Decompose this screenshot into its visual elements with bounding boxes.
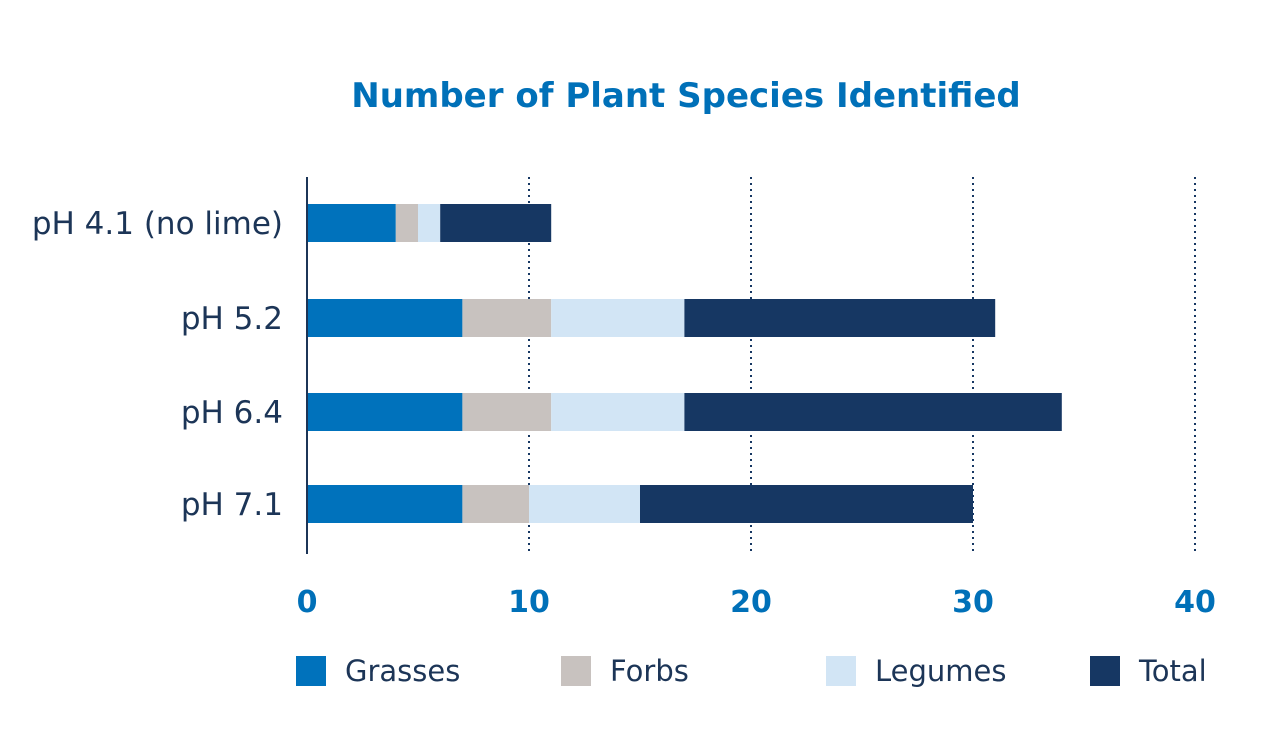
bar-legumes-1 [551,299,685,337]
x-axis-tick-labels: 0 10 20 30 40 [297,585,1216,620]
legend-swatch-legumes [826,656,856,686]
x-tick-label-10: 10 [508,585,550,620]
bar-legumes-2 [551,393,685,431]
category-label-3: pH 7.1 [181,487,283,523]
category-label-2: pH 6.4 [181,395,283,431]
bar-total-2 [684,393,1062,431]
bar-grasses-3 [307,485,463,523]
legend: Grasses Forbs Legumes Total [296,654,1207,688]
bar-grasses-0 [307,204,396,242]
legend-swatch-grasses [296,656,326,686]
bar-forbs-1 [462,299,552,337]
legend-label-legumes: Legumes [875,654,1006,688]
bar-grasses-1 [307,299,463,337]
bar-forbs-2 [462,393,552,431]
bar-legumes-3 [529,485,640,523]
legend-label-total: Total [1138,654,1207,688]
bar-legumes-0 [418,204,441,242]
x-tick-label-0: 0 [297,585,318,620]
bar-total-0 [440,204,552,242]
category-label-0: pH 4.1 (no lime) [32,206,283,242]
bars [307,204,1062,523]
chart-title: Number of Plant Species Identified [351,76,1020,116]
legend-swatch-total [1090,656,1120,686]
bar-total-1 [684,299,996,337]
category-labels: pH 4.1 (no lime) pH 5.2 pH 6.4 pH 7.1 [32,206,283,523]
bar-forbs-0 [395,204,418,242]
legend-label-grasses: Grasses [345,654,460,688]
bar-grasses-2 [307,393,463,431]
legend-label-forbs: Forbs [610,654,689,688]
x-tick-label-40: 40 [1174,585,1216,620]
legend-swatch-forbs [561,656,591,686]
x-tick-label-30: 30 [952,585,994,620]
bar-total-3 [640,485,973,523]
bar-forbs-3 [462,485,529,523]
category-label-1: pH 5.2 [181,301,283,337]
x-tick-label-20: 20 [730,585,772,620]
